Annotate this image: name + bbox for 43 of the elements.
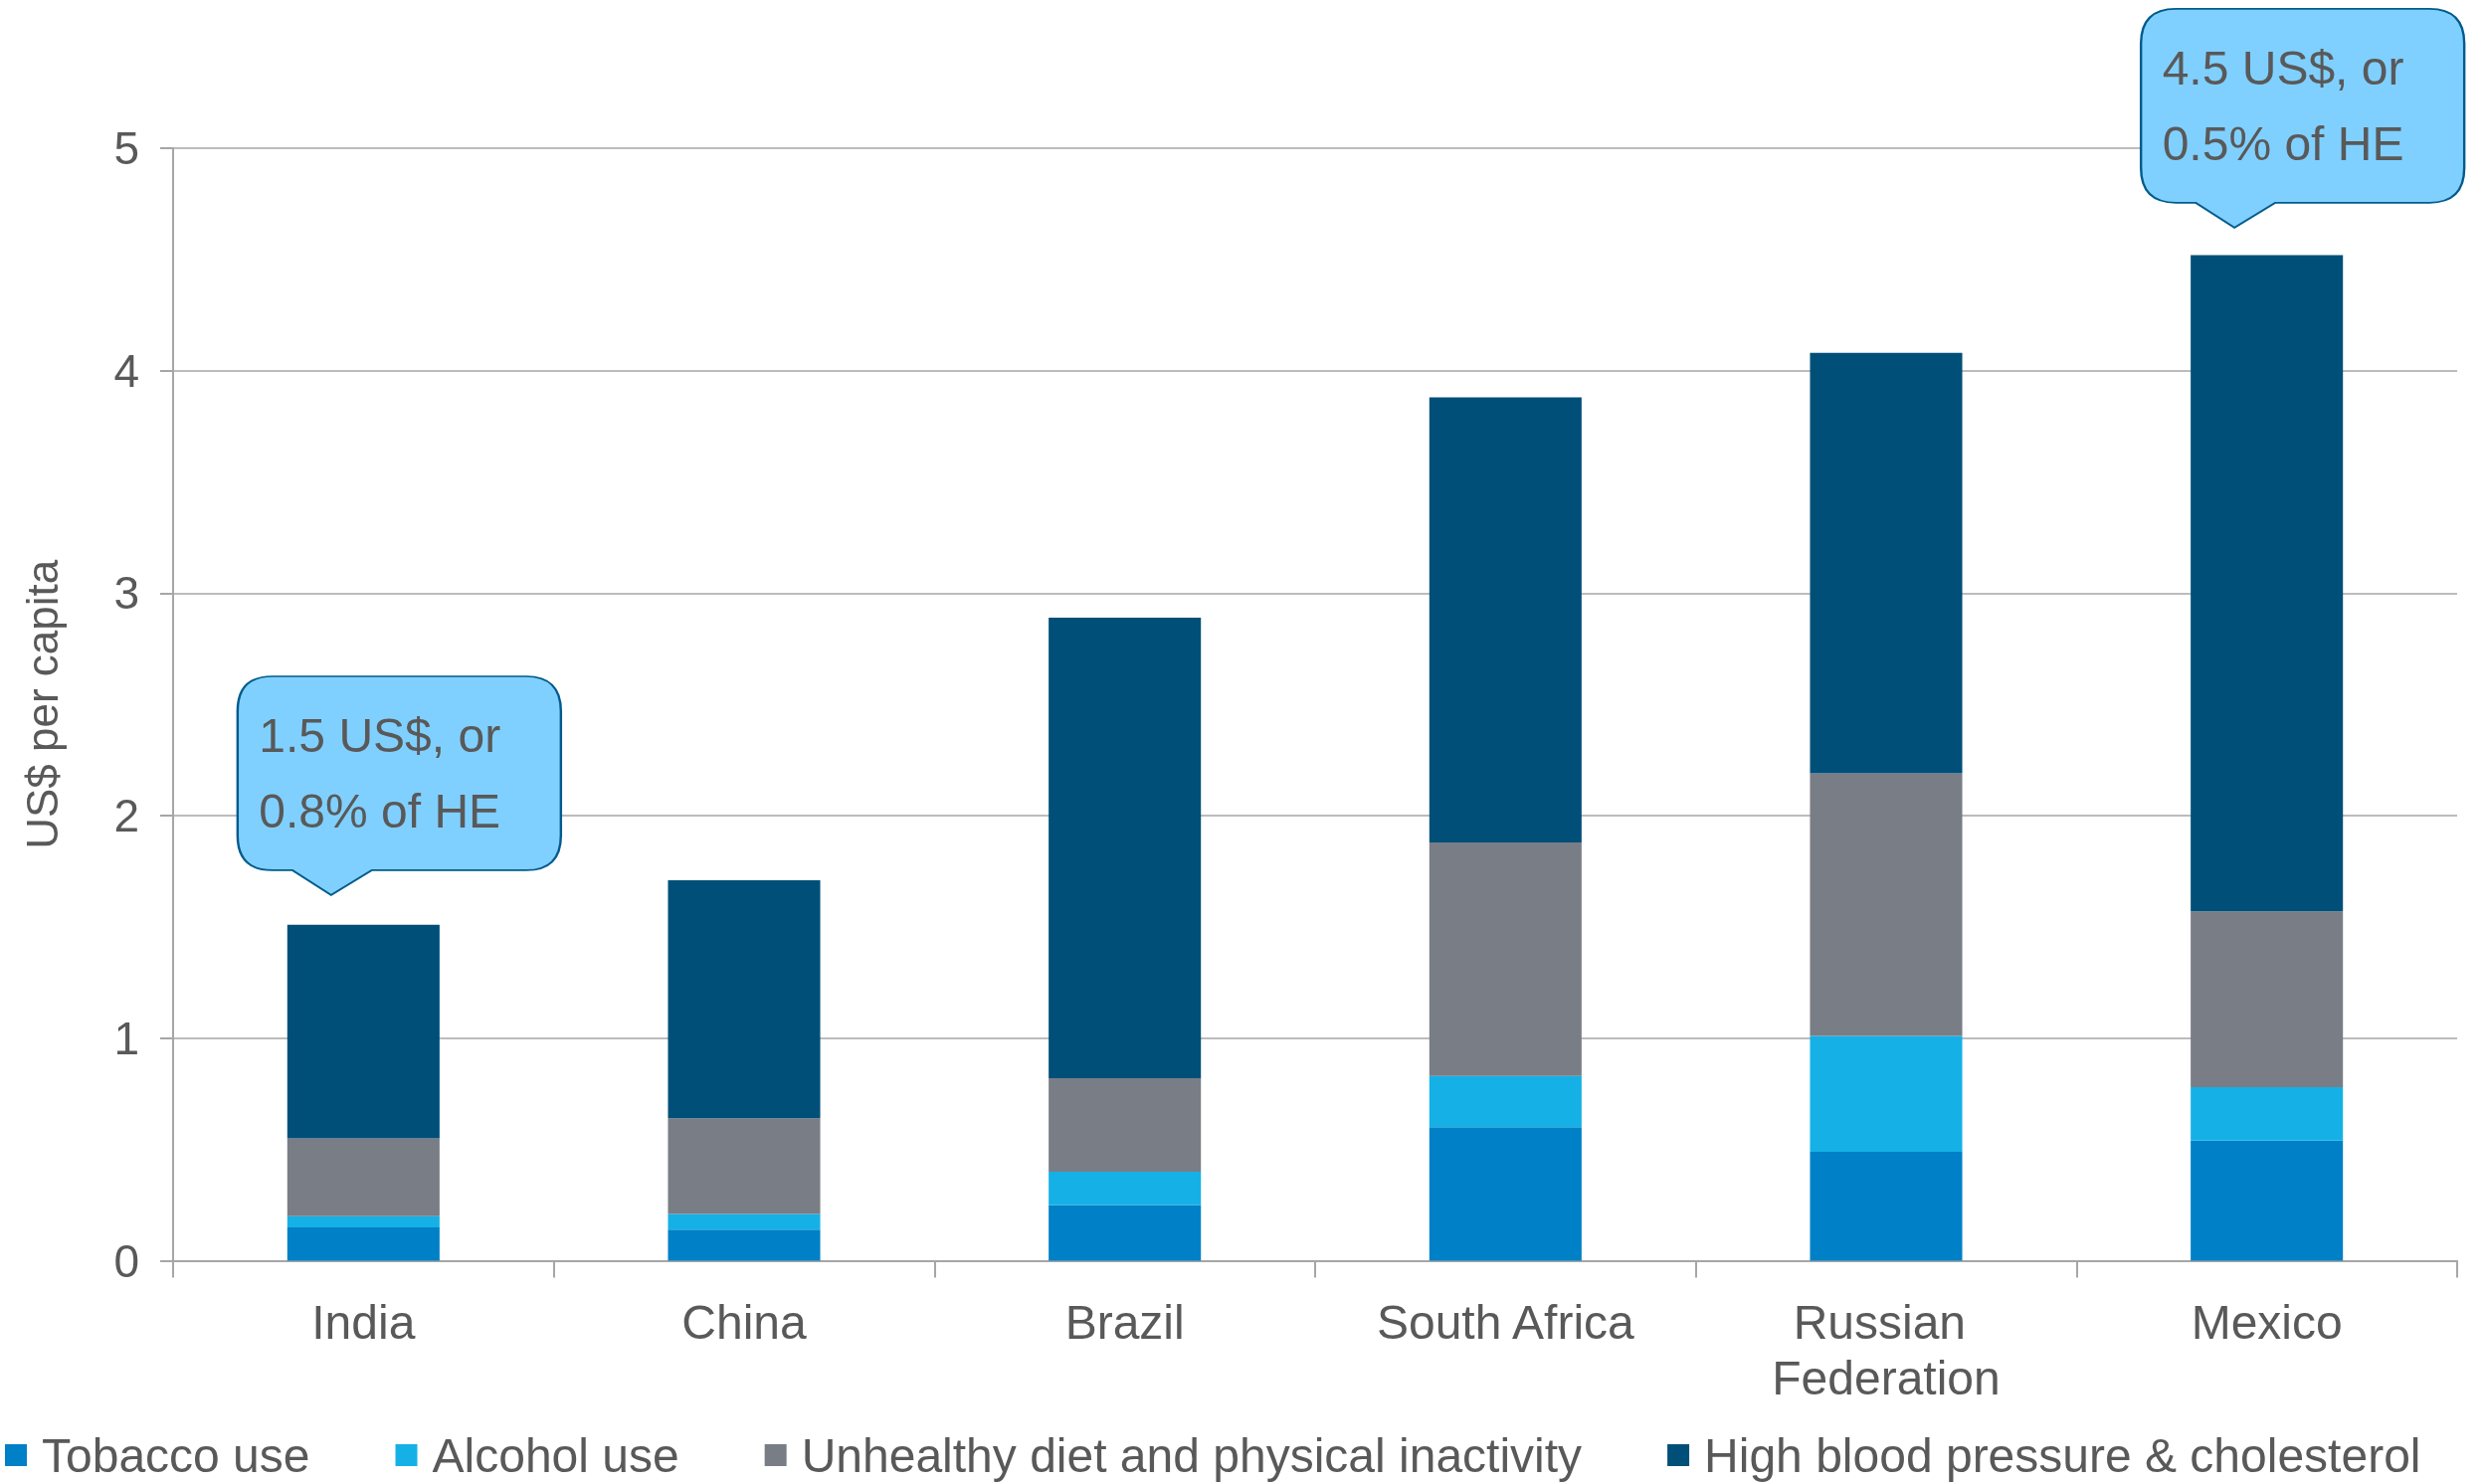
bar	[2191, 911, 2344, 1088]
bar	[668, 879, 821, 1119]
bar	[2191, 1140, 2344, 1261]
bar	[1810, 1035, 1963, 1152]
y-tick-label: 0	[113, 1234, 139, 1287]
bar	[1429, 1127, 1582, 1261]
bar	[2191, 1087, 2344, 1141]
bar	[287, 924, 440, 1139]
y-tick-label: 4	[113, 344, 139, 397]
bar	[2191, 255, 2344, 912]
bar	[287, 1138, 440, 1216]
bar	[668, 1118, 821, 1214]
y-axis-title: US$ per capita	[17, 559, 67, 849]
bar	[1049, 1205, 1202, 1261]
bar	[287, 1226, 440, 1261]
bar	[1810, 773, 1963, 1036]
x-tick-label: Mexico	[2191, 1296, 2343, 1349]
bar	[1049, 1078, 1202, 1173]
y-tick-label: 2	[113, 790, 139, 842]
bar	[1429, 397, 1582, 842]
annotation: 1.5 US$, or 0.8% of HE	[259, 709, 514, 838]
bar	[1810, 352, 1963, 774]
legend-label: High blood pressure & cholesterol	[1704, 1428, 2421, 1482]
y-tick-label: 1	[113, 1012, 139, 1064]
x-tick-label: Russian Federation	[1772, 1296, 2001, 1404]
annotation: 4.5 US$, or 0.5% of HE	[2162, 42, 2417, 171]
x-tick-label: India	[311, 1296, 416, 1349]
legend-label: Unhealthy diet and physical inactivity	[801, 1428, 1583, 1482]
y-tick-label: 5	[113, 122, 139, 174]
x-tick-label: China	[681, 1296, 808, 1349]
bar	[1810, 1151, 1963, 1261]
legend-label: Alcohol use	[432, 1428, 679, 1482]
x-tick-label: Brazil	[1064, 1296, 1185, 1349]
bar	[287, 1215, 440, 1227]
bar	[1049, 618, 1202, 1079]
bar	[668, 1229, 821, 1261]
bar	[1429, 1075, 1582, 1128]
y-tick-label: 3	[113, 567, 139, 620]
legend-label: Tobacco use	[42, 1428, 310, 1482]
bar	[1049, 1172, 1202, 1206]
bar	[1429, 841, 1582, 1076]
bar	[668, 1213, 821, 1230]
x-tick-label: South Africa	[1376, 1296, 1635, 1349]
